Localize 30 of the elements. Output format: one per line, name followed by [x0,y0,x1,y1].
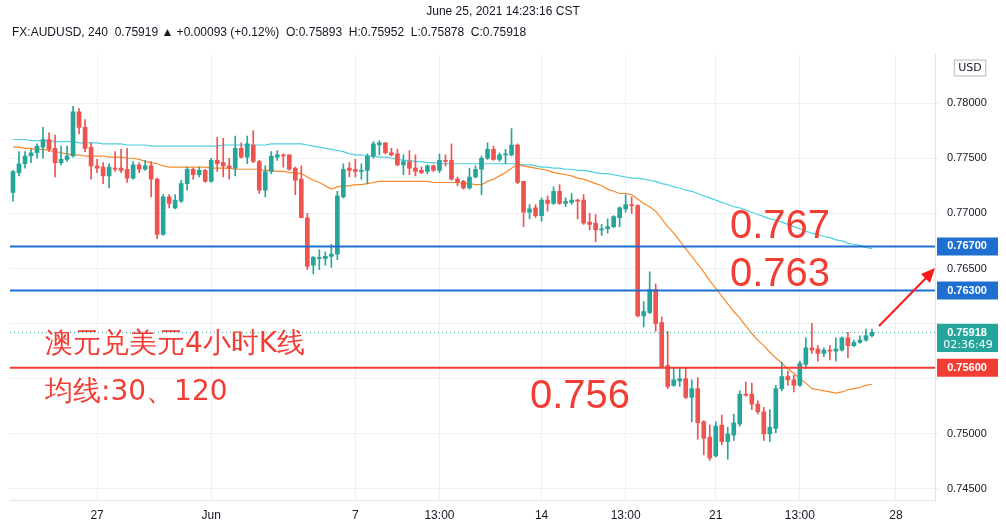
x-tick-label: 27 [90,507,105,522]
x-tick-label: 14 [534,507,549,522]
chart-subtitle: FX:AUDUSD, 240 0.75919 ▲ +0.00093 (+0.12%) O:0.75893 H:0.75952 L:0.75878 C:0.75918 [12,25,527,39]
candlestick [112,151,118,172]
y-tick-label: 0.77500 [947,151,987,164]
chart-title: June 25, 2021 14:23:16 CST [425,4,581,18]
candlestick [689,379,695,423]
y-tick-label: 0.78000 [947,96,987,109]
annotation: 澳元兑美元4小时K线 [45,326,306,359]
ref-line-label: 0.75918 [947,325,987,338]
annotation: 0.756 [530,371,631,416]
x-tick-label: 7 [352,507,360,522]
ref-line-label: 0.76700 [947,239,987,252]
x-tick-label: Jun [201,507,221,522]
y-tick-label: 0.75000 [947,426,987,439]
text: USD [958,60,982,74]
x-tick-label: 21 [709,507,723,522]
ref-line-label: 0.75600 [947,360,987,373]
annotation: 均线:30、120 [44,374,228,407]
candlestick [118,149,124,173]
x-tick-label: 13:00 [610,507,642,522]
x-tick-label: 13:00 [424,507,455,522]
text: 02:36:49 [943,337,993,351]
ref-line-label: 0.76300 [947,283,987,296]
y-tick-label: 0.76500 [947,261,987,274]
annotation: 0.763 [730,249,831,294]
x-tick-label: 28 [889,507,903,522]
y-tick-label: 0.77000 [947,206,987,219]
y-tick-label: 0.74500 [947,482,987,495]
x-tick-label: 13:00 [784,507,816,522]
